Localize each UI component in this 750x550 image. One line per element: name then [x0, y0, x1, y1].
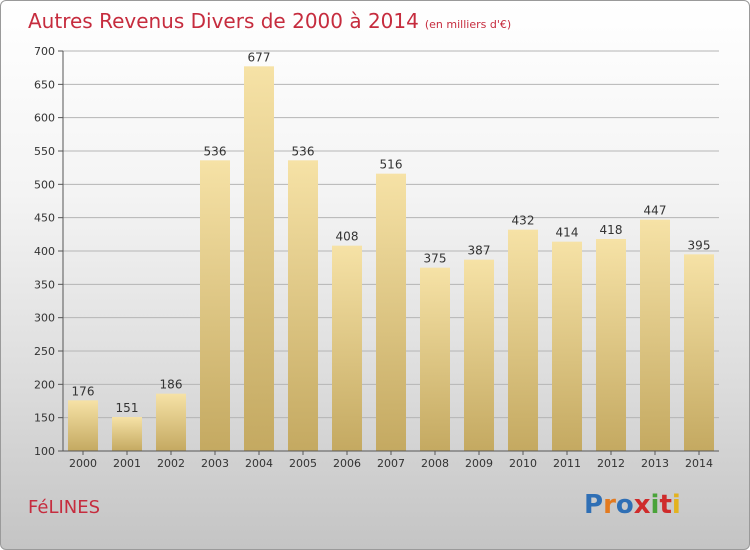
axes: 100 150 200 250 300 350 400 450 500 550 600 650 700 2… — [34, 45, 719, 470]
data-label-2008: 375 — [424, 252, 447, 266]
y-tick-label: 400 — [34, 245, 55, 258]
data-label-2006: 408 — [336, 230, 359, 244]
bar-2011 — [552, 241, 582, 451]
bar-2002 — [156, 393, 186, 451]
y-tick-label: 650 — [34, 78, 55, 91]
data-label-2009: 387 — [468, 244, 491, 258]
bars: 176 151 186 536 677 536 408 516 375 387 432 414 418 4… — [68, 50, 714, 452]
y-tick-label: 550 — [34, 145, 55, 158]
x-tick-label-2002: 2002 — [157, 457, 185, 470]
y-tick-label: 700 — [34, 45, 55, 58]
data-label-2010: 432 — [512, 214, 535, 228]
y-tick-label: 450 — [34, 212, 55, 225]
x-tick-label-2013: 2013 — [641, 457, 669, 470]
data-label-2003: 536 — [204, 144, 227, 158]
x-tick-label-2000: 2000 — [69, 457, 97, 470]
y-tick-label: 600 — [34, 112, 55, 125]
data-label-2007: 516 — [380, 158, 403, 172]
data-label-2014: 395 — [688, 238, 711, 252]
proxiti-logo: Proxiti — [584, 490, 681, 520]
logo-letter: i — [650, 490, 660, 520]
y-tick-label: 150 — [34, 412, 55, 425]
bar-2007 — [376, 173, 406, 451]
x-tick-label-2004: 2004 — [245, 457, 273, 470]
bar-2001 — [112, 417, 142, 451]
bar-2000 — [68, 400, 98, 451]
y-tick-label: 350 — [34, 278, 55, 291]
x-tick-label-2001: 2001 — [113, 457, 141, 470]
x-tick-label-2003: 2003 — [201, 457, 229, 470]
title-text: Autres Revenus Divers de 2000 à 2014 — [28, 9, 419, 33]
y-tick-label: 300 — [34, 312, 55, 325]
bar-2006 — [332, 245, 362, 451]
x-tick-label-2005: 2005 — [289, 457, 317, 470]
data-label-2012: 418 — [600, 223, 623, 237]
x-tick-label-2014: 2014 — [685, 457, 713, 470]
logo-letter: t — [659, 490, 672, 520]
commune-name: FéLINES — [28, 497, 101, 518]
bar-2009 — [464, 259, 494, 451]
x-tick-label-2012: 2012 — [597, 457, 625, 470]
data-label-2001: 151 — [116, 401, 139, 415]
logo-letter: x — [633, 490, 651, 520]
logo-letter: i — [671, 490, 681, 520]
y-tick-label: 100 — [34, 445, 55, 458]
logo-letter: r — [603, 490, 616, 520]
y-tick-label: 500 — [34, 178, 55, 191]
bar-2003 — [200, 160, 230, 452]
data-label-2004: 677 — [248, 50, 271, 64]
logo-letter: P — [584, 490, 604, 520]
y-tick-label: 200 — [34, 378, 55, 391]
x-tick-label-2011: 2011 — [553, 457, 581, 470]
bar-2005 — [288, 160, 318, 452]
bar-2004 — [244, 66, 274, 451]
x-tick-label-2009: 2009 — [465, 457, 493, 470]
data-label-2005: 536 — [292, 144, 315, 158]
bar-2013 — [640, 219, 670, 451]
x-tick-label-2008: 2008 — [421, 457, 449, 470]
data-label-2002: 186 — [160, 378, 183, 392]
y-tick-label: 250 — [34, 345, 55, 358]
logo-letter: o — [615, 490, 634, 520]
bar-2010 — [508, 229, 538, 451]
x-tick-label-2007: 2007 — [377, 457, 405, 470]
bar-2008 — [420, 267, 450, 451]
data-label-2011: 414 — [556, 226, 579, 240]
data-label-2000: 176 — [72, 384, 95, 398]
chart-title: Autres Revenus Divers de 2000 à 2014 (en … — [28, 9, 511, 33]
x-tick-label-2006: 2006 — [333, 457, 361, 470]
data-label-2013: 447 — [644, 204, 667, 218]
bar-2012 — [596, 239, 626, 451]
chart-subtitle: (en milliers d'€) — [424, 18, 512, 31]
bar-2014 — [684, 254, 714, 451]
x-tick-label-2010: 2010 — [509, 457, 537, 470]
